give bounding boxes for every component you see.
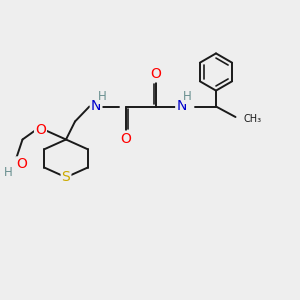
Text: N: N	[91, 100, 101, 113]
Text: CH₃: CH₃	[244, 113, 262, 124]
Text: O: O	[16, 158, 27, 171]
Text: O: O	[151, 68, 161, 81]
Text: O: O	[35, 124, 46, 137]
Text: H: H	[4, 166, 13, 179]
Text: H: H	[183, 90, 192, 103]
Text: N: N	[176, 100, 187, 113]
Text: H: H	[98, 90, 106, 103]
Text: O: O	[121, 132, 131, 145]
Text: S: S	[61, 170, 70, 184]
